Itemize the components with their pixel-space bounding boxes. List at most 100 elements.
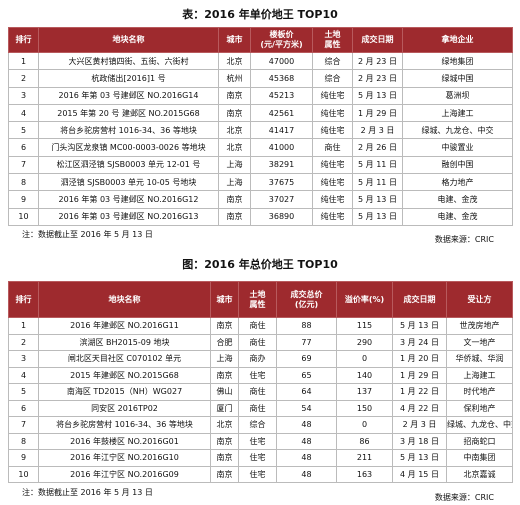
- header-text: 地块名称: [112, 35, 145, 44]
- cell: 8: [8, 173, 39, 192]
- cell: 将台乡驼房营村 1016-34、36 等地块: [38, 416, 211, 434]
- header-cell: 成交日期: [392, 281, 447, 318]
- cell: 南京: [210, 432, 239, 450]
- cell: 泗泾镇 SJSB0003 单元 10-05 号地块: [38, 173, 219, 192]
- cell: 南京: [210, 317, 239, 335]
- row: 6 门头沟区龙泉镇 MC00-0003-0026 等地块 北京 41000 商住 2 月 …: [8, 138, 513, 157]
- cell: 38291: [250, 155, 313, 175]
- cell: 5 月 13 日: [352, 190, 403, 209]
- cell: 世茂房地产: [446, 317, 513, 335]
- cell: 纯住宅: [312, 103, 353, 123]
- cell: 2 月 3 日: [392, 416, 447, 434]
- cell: 6: [8, 138, 39, 157]
- header-text: 溢价率(%): [344, 294, 385, 304]
- cell: 1 月 20 日: [392, 350, 447, 368]
- cell: 上海: [218, 173, 251, 192]
- cell: 5 月 13 日: [352, 86, 403, 105]
- header-text: 楼板价: [269, 30, 294, 39]
- header-row: 排行 地块名称 城市 楼板价 (元/平方米) 土地 属性 成交日期 拿地企业: [8, 27, 513, 53]
- header-text: 成交日期: [403, 294, 436, 304]
- cell: 47000: [250, 51, 313, 71]
- cell: 纯住宅: [312, 121, 353, 140]
- cell: 杭州: [218, 69, 251, 88]
- cell: 48: [276, 432, 337, 450]
- cell: 3 月 18 日: [392, 432, 447, 450]
- cell: 华侨城、华润: [446, 350, 513, 368]
- cell: 2 月 3 日: [352, 121, 403, 140]
- cell: 2015 年建邺区 NO.2015G68: [38, 366, 211, 384]
- table: 排行 地块名称 城市 楼板价 (元/平方米) 土地 属性 成交日期 拿地企业 1 大兴区黄村镇四街、…: [8, 27, 513, 226]
- header-text: 地块名称: [108, 294, 141, 304]
- cell: 64: [276, 383, 337, 401]
- cell: 5: [8, 121, 39, 140]
- cell: 大兴区黄村镇四街、五街、六街村: [38, 51, 219, 71]
- cell: 北京: [218, 138, 251, 157]
- cell: 商住: [312, 138, 353, 157]
- cell: 时代地产: [446, 383, 513, 401]
- header-text: 成交日期: [361, 35, 394, 44]
- source: 数据来源：CRIC: [434, 493, 494, 502]
- cell: 中骏置业: [402, 138, 513, 157]
- cell: 10: [8, 207, 39, 226]
- cell: 140: [336, 366, 393, 384]
- cell: 电建、金茂: [402, 207, 513, 226]
- row: 2 杭政储出[2016]1 号杭州 45368 综合 2 月 23 日绿城中国: [8, 69, 513, 88]
- header-cell: 城市: [210, 281, 239, 318]
- row: 3 2016 年第 03 号建邺区 NO.2016G14 南京 45213 纯住宅 5 月…: [8, 86, 513, 105]
- cell: 7: [8, 416, 39, 434]
- row: 8 2016 年鼓楼区 NO.2016G01 南京 住宅 48 86 3 月 18 日招商蛇…: [8, 432, 513, 450]
- header-cell: 地块名称: [38, 27, 219, 53]
- cell: 45213: [250, 86, 313, 105]
- cell: 同安区 2016TP02: [38, 399, 211, 417]
- header-text: 城市: [216, 294, 233, 304]
- cell: 2 月 23 日: [352, 51, 403, 71]
- cell: 综合: [312, 51, 353, 71]
- cell: 商住: [238, 399, 277, 417]
- row: 6 同安区 2016TP02 厦门 商住 54 150 4 月 22 日保利地产: [8, 399, 513, 417]
- cell: 42561: [250, 103, 313, 123]
- cell: 电建、金茂: [402, 190, 513, 209]
- cell: 5 月 13 日: [352, 207, 403, 226]
- cell: 招商蛇口: [446, 432, 513, 450]
- cell: 葛洲坝: [402, 86, 513, 105]
- cell: 纯住宅: [312, 86, 353, 105]
- header-text: 排行: [15, 35, 32, 44]
- cell: 商住: [238, 317, 277, 335]
- table-title: 图：2016 年总价地王 TOP10: [182, 258, 338, 271]
- cell: 绿城、九龙仓、中交: [446, 416, 513, 434]
- header-text: 城市: [226, 35, 243, 44]
- cell: 9: [8, 449, 39, 467]
- cell: 杭政储出[2016]1 号: [38, 69, 219, 88]
- header-cell: 成交日期: [352, 27, 403, 53]
- cell: 41417: [250, 121, 313, 140]
- cell: 9: [8, 190, 39, 209]
- cell: 69: [276, 350, 337, 368]
- row: 1 2016 年建邺区 NO.2016G11 南京 商住 88 115 5 月 13 日世茂…: [8, 317, 513, 335]
- cell: 6: [8, 399, 39, 417]
- header-text: (亿元): [294, 299, 319, 309]
- header-cell: 土地 属性: [312, 27, 353, 53]
- row: 2 滨湖区 BH2015-09 地块 合肥 商住 77 290 3 月 24 日文一地产: [8, 333, 513, 351]
- cell: 综合: [312, 69, 353, 88]
- cell: 3: [8, 350, 39, 368]
- cell: 南京: [210, 449, 239, 467]
- header-text: (元/平方米): [260, 40, 303, 49]
- cell: 纯住宅: [312, 155, 353, 175]
- cell: 4: [8, 103, 39, 123]
- cell: 48: [276, 449, 337, 467]
- cell: 2016 年第 03 号建邺区 NO.2016G14: [38, 86, 219, 105]
- cell: 综合: [238, 416, 277, 434]
- header-cell: 城市: [218, 27, 251, 53]
- cell: 格力地产: [402, 173, 513, 192]
- cell: 中南集团: [446, 449, 513, 467]
- cell: 45368: [250, 69, 313, 88]
- cell: 2016 年第 03 号建邺区 NO.2016G13: [38, 207, 219, 226]
- cell: 商住: [238, 333, 277, 351]
- row: 7 松江区泗泾镇 SJSB0003 单元 12-01 号上海 38291 纯住宅 5 月…: [8, 155, 513, 175]
- header-cell: 溢价率(%): [336, 281, 393, 318]
- cell: 门头沟区龙泉镇 MC00-0003-0026 等地块: [38, 138, 219, 157]
- cell: 2: [8, 69, 39, 88]
- cell: 10: [8, 465, 39, 483]
- cell: 48: [276, 465, 337, 483]
